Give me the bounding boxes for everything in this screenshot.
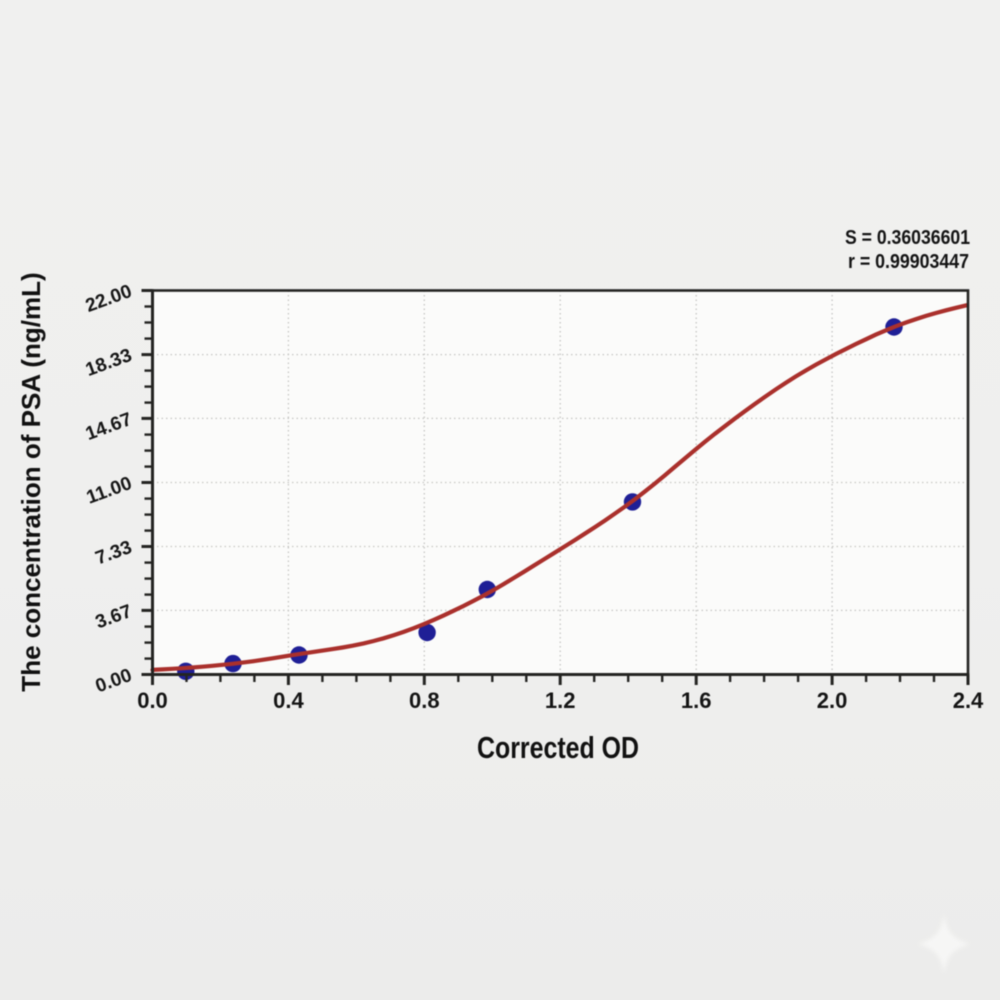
svg-text:3.67: 3.67: [93, 601, 135, 633]
svg-text:2.0: 2.0: [817, 688, 848, 713]
svg-text:0.0: 0.0: [137, 688, 168, 713]
svg-text:14.67: 14.67: [83, 409, 135, 445]
svg-text:11.00: 11.00: [84, 473, 135, 509]
svg-text:Corrected OD: Corrected OD: [477, 730, 639, 765]
svg-text:S = 0.36036601: S = 0.36036601: [845, 227, 970, 249]
svg-text:1.2: 1.2: [545, 688, 576, 713]
svg-text:r = 0.99903447: r = 0.99903447: [848, 251, 969, 273]
svg-text:18.33: 18.33: [83, 345, 135, 381]
svg-text:0.8: 0.8: [409, 688, 440, 713]
svg-text:22.00: 22.00: [83, 281, 135, 317]
svg-text:The concentration of PSA (ng/m: The concentration of PSA (ng/mL): [16, 272, 46, 691]
svg-text:2.4: 2.4: [953, 688, 984, 713]
svg-text:1.6: 1.6: [681, 688, 712, 713]
svg-text:7.33: 7.33: [93, 537, 135, 569]
svg-text:0.00: 0.00: [93, 665, 135, 697]
svg-text:0.4: 0.4: [273, 688, 304, 713]
